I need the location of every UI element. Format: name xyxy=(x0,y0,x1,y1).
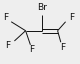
Text: F: F xyxy=(29,45,35,54)
Text: F: F xyxy=(3,13,8,22)
Text: Br: Br xyxy=(37,3,47,12)
Text: F: F xyxy=(60,43,65,52)
Text: F: F xyxy=(69,13,74,22)
Text: F: F xyxy=(5,41,11,50)
